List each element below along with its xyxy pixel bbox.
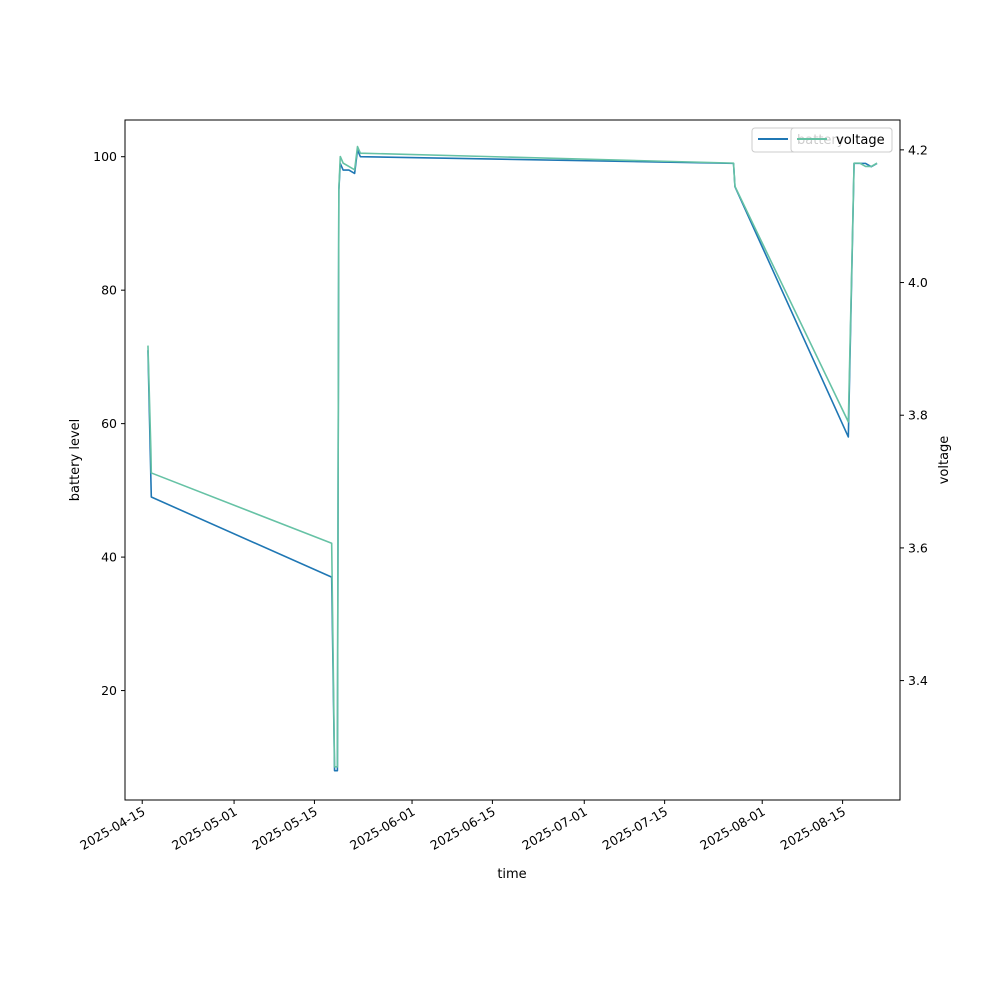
legend-voltage: voltage (790, 127, 893, 153)
y2-tick-label: 3.6 (908, 540, 928, 555)
y2-tick-label: 4.0 (908, 275, 928, 290)
y-tick-label: 60 (101, 416, 117, 431)
x-axis-title: time (497, 867, 526, 882)
y-axis-right: 3.4 3.6 3.8 4.0 4.2 (900, 142, 928, 688)
axes-frame (124, 119, 901, 801)
legend-voltage-label: voltage (836, 133, 885, 148)
y2-tick-label: 3.8 (908, 408, 928, 423)
y-tick-label: 100 (93, 149, 117, 164)
series-line-voltage (147, 145, 878, 768)
y-tick-label: 80 (101, 283, 117, 298)
y2-tick-label: 3.4 (908, 673, 928, 688)
legend-voltage-box (790, 127, 893, 153)
series-layer (147, 145, 878, 772)
y2-axis-title: voltage (937, 436, 952, 485)
y-tick-label: 20 (101, 683, 117, 698)
y-tick-label: 40 (101, 550, 117, 565)
y-axis-left: 20 40 60 80 100 (93, 149, 125, 698)
y2-tick-label: 4.2 (908, 142, 928, 157)
y-axis-title: battery level (68, 419, 83, 502)
